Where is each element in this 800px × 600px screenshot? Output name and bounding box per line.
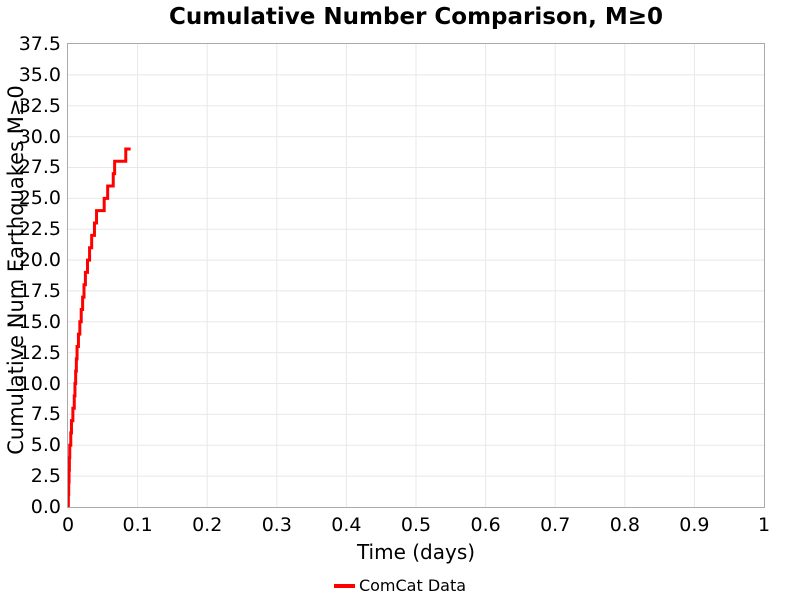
plot-svg: [68, 44, 764, 507]
x-tick-label: 0.2: [192, 514, 223, 536]
legend-line-swatch: [333, 583, 355, 588]
y-tick-label: 32.5: [18, 94, 61, 117]
series-line-comcat: [68, 147, 131, 507]
x-tick-label: 0.8: [609, 514, 640, 536]
x-tick-label: 0.7: [540, 514, 571, 536]
y-tick-label: 35.0: [18, 63, 61, 86]
y-tick-label: 25.0: [18, 187, 61, 210]
y-tick-label: 17.5: [18, 279, 61, 302]
legend: ComCat Data: [0, 576, 800, 595]
x-tick-label: 0: [61, 514, 75, 536]
y-tick-label: 22.5: [18, 218, 61, 241]
chart-title: Cumulative Number Comparison, M≥0: [168, 4, 664, 30]
x-tick-label: 0.6: [470, 514, 501, 536]
y-tick-label: 30.0: [18, 125, 61, 148]
x-tick-label: 0.1: [122, 514, 153, 536]
y-tick-label: 2.5: [30, 465, 61, 488]
y-tick-label: 10.0: [18, 372, 61, 395]
plot-area: [67, 43, 765, 508]
y-tick-label: 7.5: [30, 403, 61, 426]
y-tick-label: 27.5: [18, 156, 61, 179]
y-tick-label: 37.5: [18, 33, 61, 55]
y-tick-label: 0.0: [30, 496, 61, 518]
y-tick-label: 15.0: [18, 310, 61, 333]
x-axis-label: Time (days): [356, 540, 476, 564]
legend-label: ComCat Data: [358, 576, 467, 595]
x-tick-label: 0.3: [261, 514, 292, 536]
x-tick-label: 0.5: [400, 514, 432, 536]
x-tick-label: 0.4: [331, 514, 362, 536]
y-tick-label: 12.5: [18, 341, 61, 364]
x-tick-label: 0.9: [679, 514, 710, 536]
y-tick-label: 20.0: [18, 249, 61, 272]
x-tick-label: 1: [757, 514, 771, 536]
y-tick-label: 5.0: [30, 434, 61, 457]
